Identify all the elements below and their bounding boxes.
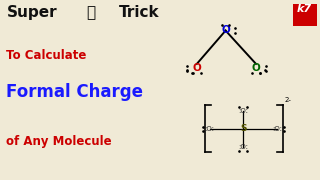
Text: O: O: [192, 63, 201, 73]
Text: Formal Charge: Formal Charge: [6, 83, 143, 101]
Text: Super: Super: [6, 5, 57, 20]
Text: To Calculate: To Calculate: [6, 49, 87, 62]
Text: of Any Molecule: of Any Molecule: [6, 135, 112, 148]
Text: O: O: [252, 63, 260, 73]
FancyBboxPatch shape: [293, 4, 317, 26]
Text: :O:: :O:: [238, 108, 248, 114]
Text: :O:: :O:: [238, 144, 248, 150]
Text: O: O: [221, 25, 230, 35]
Text: :O:: :O:: [204, 126, 215, 132]
Text: 2-: 2-: [285, 98, 292, 103]
Text: S: S: [240, 124, 246, 133]
Text: 🔥: 🔥: [86, 5, 96, 20]
Text: :O:: :O:: [272, 126, 282, 132]
Text: k7: k7: [297, 4, 312, 15]
Text: Trick: Trick: [118, 5, 159, 20]
